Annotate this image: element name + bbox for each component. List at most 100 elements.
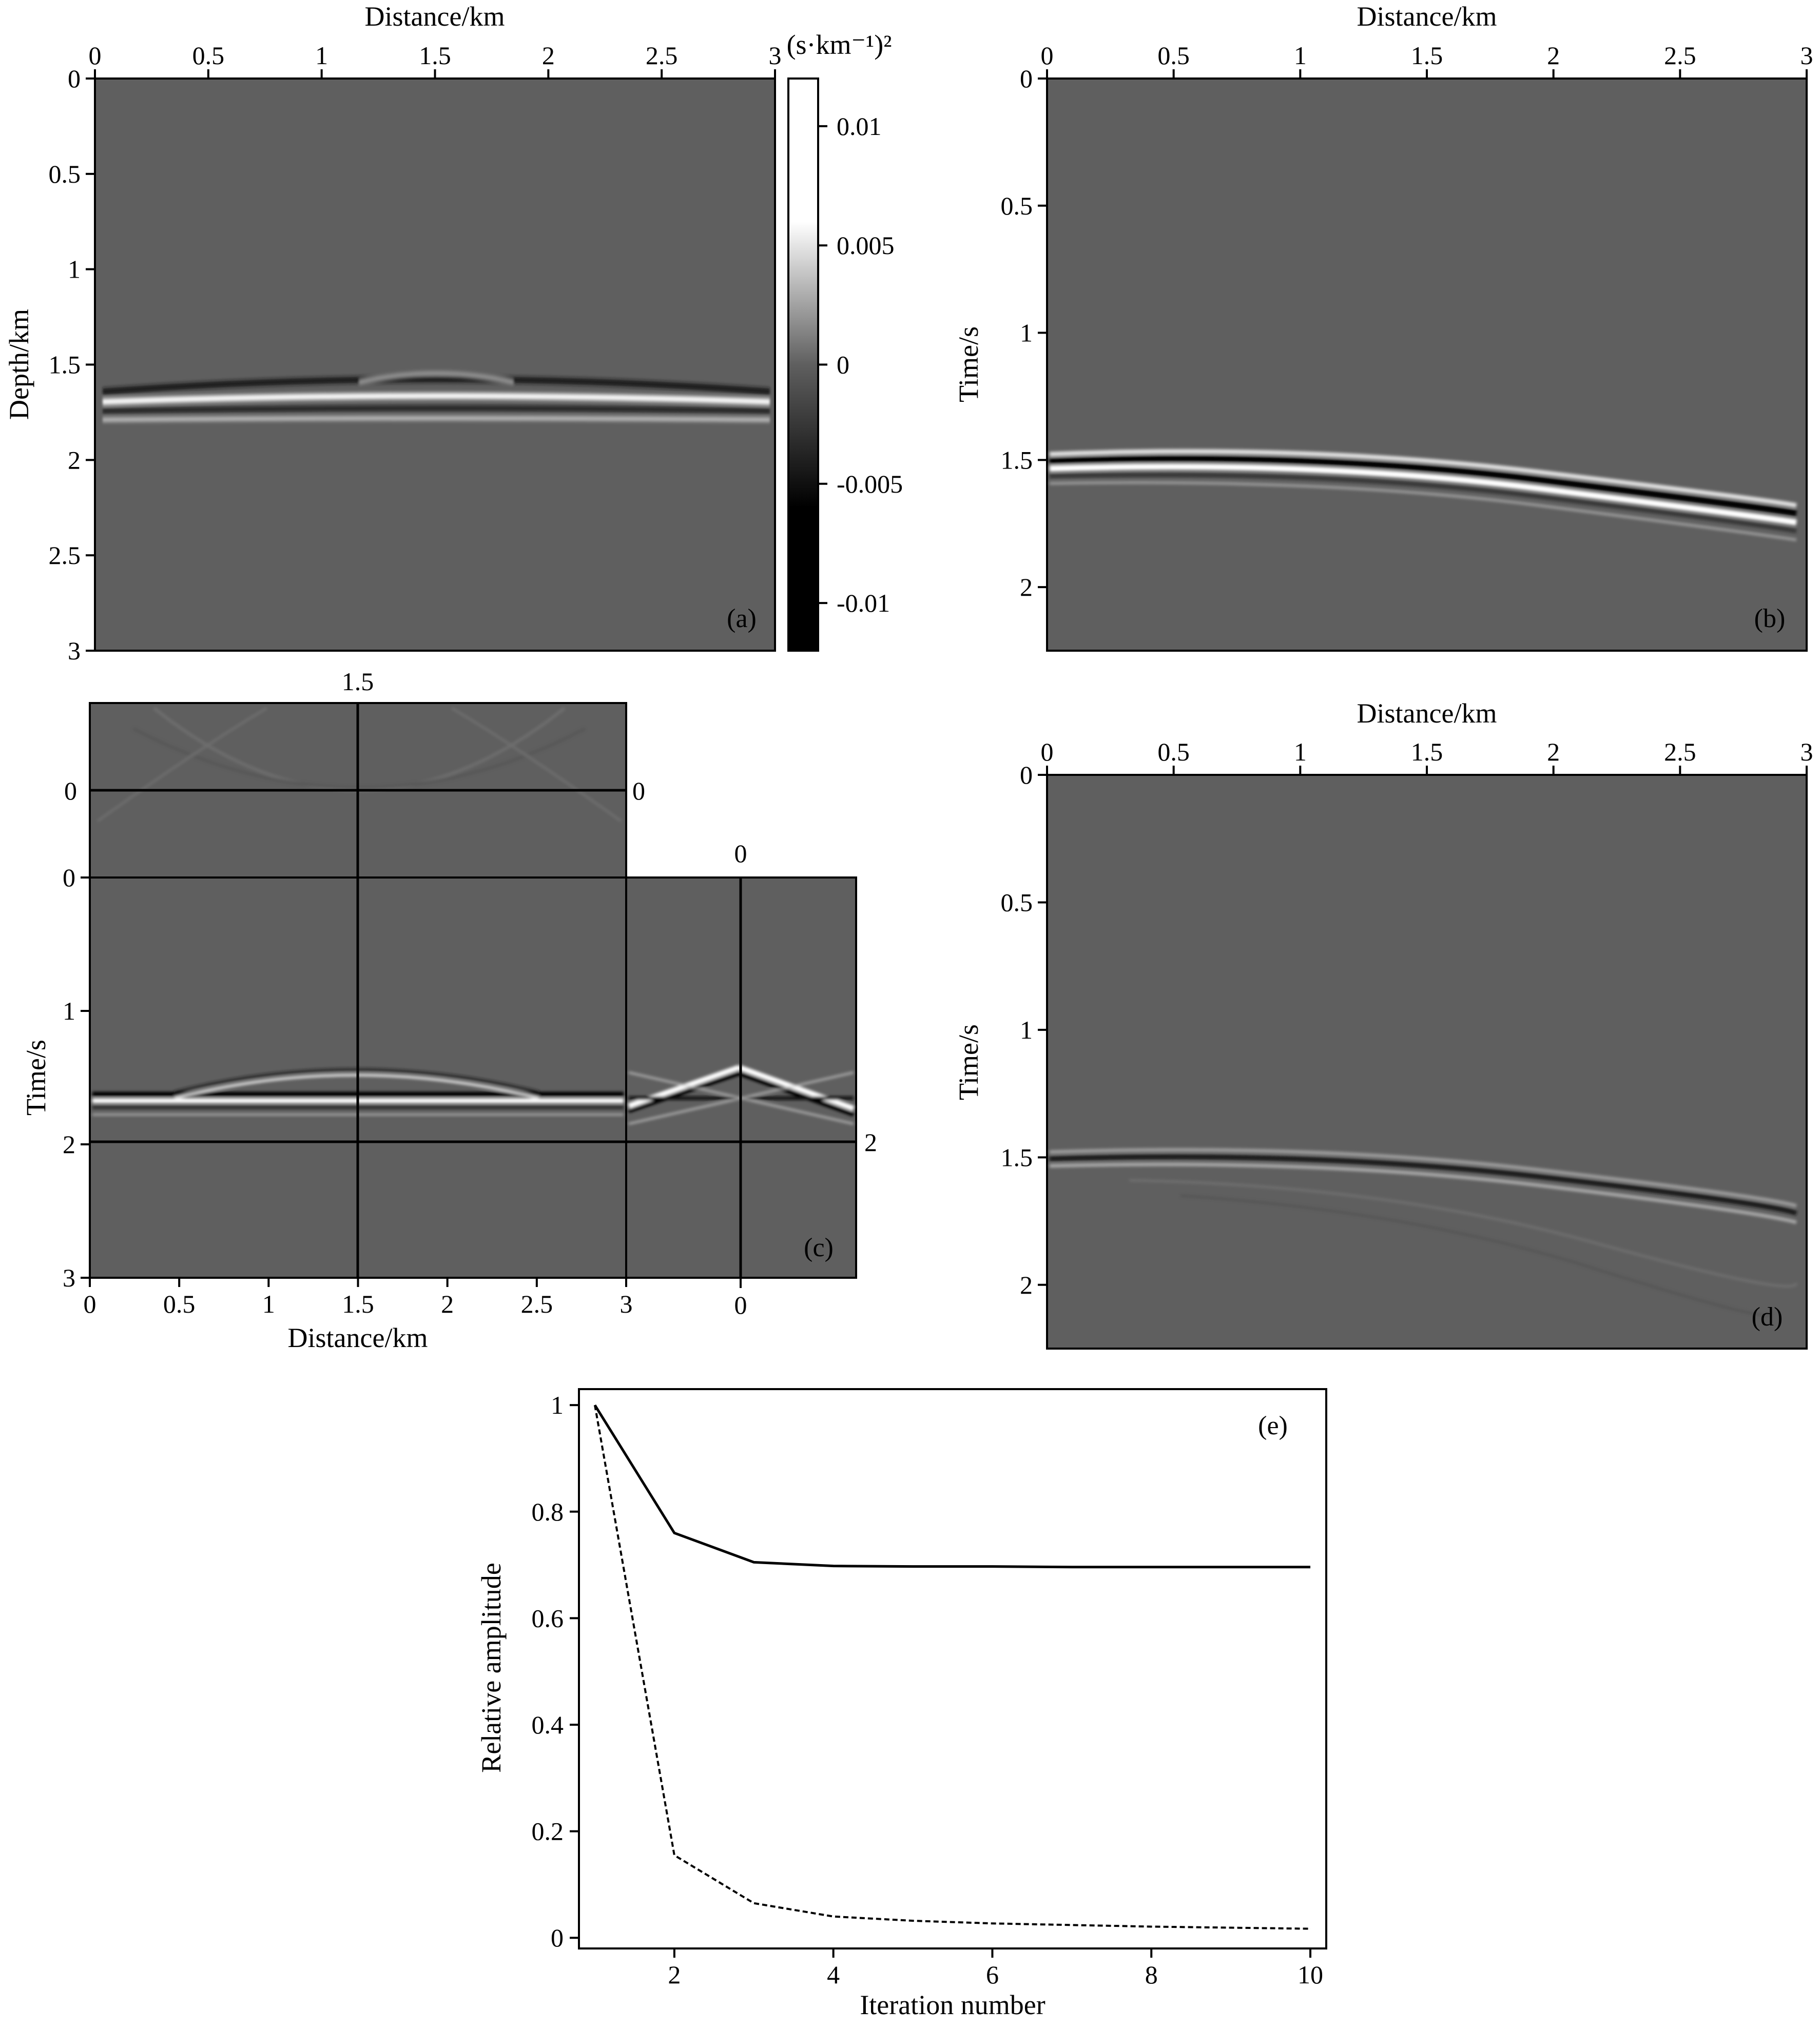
panel-c-slice-label-right-of-top: 0: [632, 776, 645, 805]
panel-a-top-ticks: 0 0.5 1 1.5 2 2.5 3: [89, 41, 782, 79]
panel-b-left-axis-label: Time/s: [953, 326, 984, 402]
panel-d-event: [1049, 1148, 1798, 1317]
panel-e-y-tick-label: 1: [551, 1391, 564, 1419]
panel-a-top-tick-label: 3: [769, 41, 782, 70]
panel-d-top-tick-label: 2: [1547, 737, 1560, 766]
panel-c-bottom-tick-label: 2: [441, 1290, 454, 1318]
panel-c-tag: (c): [804, 1233, 834, 1262]
panel-c-left-tick-label: 2: [63, 1130, 75, 1159]
panel-e-y-tick-label: 0.8: [532, 1497, 564, 1526]
panel-a-image: [94, 77, 776, 652]
panel-e-y-tick-label: 0.4: [532, 1710, 564, 1739]
panel-b-top-tick-label: 2.5: [1664, 41, 1696, 70]
panel-a-left-tick-label: 0.5: [49, 160, 81, 188]
panel-e: 2 4 6 8 10 0 0.2 0.4 0.6 0.8 1 Iteration number R…: [476, 1388, 1327, 2020]
panel-e-y-tick-label: 0.6: [532, 1604, 564, 1632]
panel-b-left-ticks: 0 0.5 1 1.5 2: [1001, 64, 1047, 601]
panel-a-left-tick-label: 3: [68, 636, 81, 665]
panel-d-top-tick-label: 0.5: [1157, 737, 1190, 766]
colorbar-unit: (s·km⁻¹)²: [787, 29, 892, 60]
panel-d: Distance/km Time/s 0 0.5 1 1.5 2 2.5 3 0 0.5 1 1.…: [953, 698, 1813, 1350]
panel-d-left-tick-label: 2: [1020, 1271, 1033, 1299]
panel-c-bottom-tick-label: 1: [262, 1290, 275, 1318]
panel-e-x-tick-label: 6: [986, 1960, 999, 1989]
panel-b-top-tick-label: 1.5: [1411, 41, 1443, 70]
panel-a-reflector: [102, 371, 770, 422]
panel-e-y-tick-label: 0: [551, 1923, 564, 1952]
panel-b-top-ticks: 0 0.5 1 1.5 2 2.5 3: [1041, 41, 1813, 79]
panel-c-slice-label-right-lower: 2: [864, 1128, 877, 1157]
panel-d-top-tick-label: 2.5: [1664, 737, 1696, 766]
panel-a-left-ticks: 0 0.5 1 1.5 2 2.5 3: [49, 64, 95, 665]
panel-b-left-tick-label: 2: [1020, 573, 1033, 601]
panel-a-top-tick-label: 0: [89, 41, 102, 70]
panel-a-left-tick-label: 2.5: [49, 541, 81, 570]
panel-e-series-dashed-line: [594, 1405, 1311, 1930]
panel-a-left-tick-label: 0: [68, 64, 81, 93]
panel-b-top-tick-label: 0: [1041, 41, 1054, 70]
panel-a-left-tick-label: 2: [68, 445, 81, 474]
panel-b: Distance/km Time/s 0 0.5 1 1.5 2 2.5 3 0 0.5 1 1.…: [953, 1, 1813, 652]
panel-a-top-tick-label: 1: [315, 41, 328, 70]
panel-e-y-axis-label: Relative amplitude: [476, 1563, 507, 1772]
panel-e-x-tick-label: 8: [1145, 1960, 1158, 1989]
colorbar-tick-label: 0: [837, 350, 849, 379]
panel-c-bottom-right-tick-label: 0: [734, 1291, 747, 1319]
panel-e-tag: (e): [1258, 1411, 1288, 1440]
panel-c-slice-label-top: 1.5: [342, 667, 374, 696]
panel-c-left-ticks: 0 1 2 3: [63, 863, 90, 1292]
panel-b-left-tick-label: 1: [1020, 319, 1033, 347]
panel-a-top-tick-label: 1.5: [419, 41, 451, 70]
panel-c: 1.5 0 0 2 0 Time/s Distance/km 0 0.5 1 1.5 2…: [21, 667, 877, 1353]
panel-d-top-ticks: 0 0.5 1 1.5 2 2.5 3: [1041, 737, 1813, 775]
panel-c-left-tick-label: 0: [63, 863, 75, 892]
panel-a-left-tick-label: 1.5: [49, 350, 81, 379]
panel-b-tag: (b): [1754, 604, 1786, 633]
panel-c-left-tick-label: 1: [63, 997, 75, 1025]
colorbar-bar: [787, 77, 819, 652]
colorbar: (s·km⁻¹)² 0.01 0.005 0 -0.005 -0.01: [787, 29, 903, 652]
panel-e-x-axis-label: Iteration number: [860, 1990, 1045, 2020]
panel-b-image: [1046, 77, 1808, 652]
panel-c-bottom-tick-label: 2.5: [521, 1290, 553, 1318]
panel-d-left-axis-label: Time/s: [953, 1024, 984, 1100]
colorbar-tick-label: 0.01: [837, 112, 882, 141]
panel-c-slice-label-above-right: 0: [734, 839, 747, 868]
panel-d-top-axis-label: Distance/km: [1357, 698, 1497, 729]
panel-d-top-tick-label: 0: [1041, 737, 1054, 766]
panel-d-left-tick-label: 1.5: [1001, 1143, 1033, 1172]
panel-b-left-tick-label: 0: [1020, 64, 1033, 93]
panel-c-bottom-axis-label: Distance/km: [288, 1322, 428, 1353]
panel-b-top-tick-label: 1: [1294, 41, 1307, 70]
panel-d-left-ticks: 0 0.5 1 1.5 2: [1001, 761, 1047, 1299]
panel-d-image: [1046, 774, 1808, 1350]
panel-e-x-tick-label: 4: [827, 1960, 840, 1989]
panel-c-top-section-tick: 0: [64, 776, 77, 805]
panel-d-left-tick-label: 1: [1020, 1016, 1033, 1044]
panel-b-top-tick-label: 3: [1800, 41, 1813, 70]
panel-a-top-tick-label: 0.5: [192, 41, 225, 70]
panel-a-left-tick-label: 1: [68, 255, 81, 284]
panel-a-top-tick-label: 2.5: [646, 41, 678, 70]
panel-e-y-tick-label: 0.2: [532, 1817, 564, 1846]
panel-a-tag: (a): [727, 604, 757, 633]
panel-c-left-axis-label: Time/s: [21, 1040, 51, 1116]
panel-a-top-axis-label: Distance/km: [365, 1, 505, 32]
panel-e-x-tick-label: 10: [1298, 1960, 1323, 1989]
panel-c-bottom-ticks: 0 0.5 1 1.5 2 2.5 3: [84, 1278, 633, 1318]
panel-d-top-tick-label: 1.5: [1411, 737, 1443, 766]
panel-e-series-solid-line: [593, 1404, 1311, 1569]
panel-a-top-tick-label: 2: [542, 41, 555, 70]
panel-c-left-tick-label: 3: [63, 1263, 75, 1292]
panel-c-bottom-right-tick: 0: [734, 1278, 747, 1319]
panel-c-bottom-tick-label: 3: [620, 1290, 633, 1318]
panel-b-top-tick-label: 0.5: [1157, 41, 1190, 70]
panel-c-bottom-tick-label: 0: [84, 1290, 96, 1318]
panel-b-top-tick-label: 2: [1547, 41, 1560, 70]
panel-e-y-ticks: 0 0.2 0.4 0.6 0.8 1: [532, 1391, 579, 1952]
panel-b-event: [1049, 449, 1797, 541]
panel-a: Distance/km Depth/km 0 0.5 1 1.5 2 2.5 3 0 0.5 1…: [4, 1, 903, 665]
panel-b-top-axis-label: Distance/km: [1357, 1, 1497, 32]
panel-d-tag: (d): [1752, 1302, 1783, 1332]
panel-d-top-tick-label: 3: [1800, 737, 1813, 766]
